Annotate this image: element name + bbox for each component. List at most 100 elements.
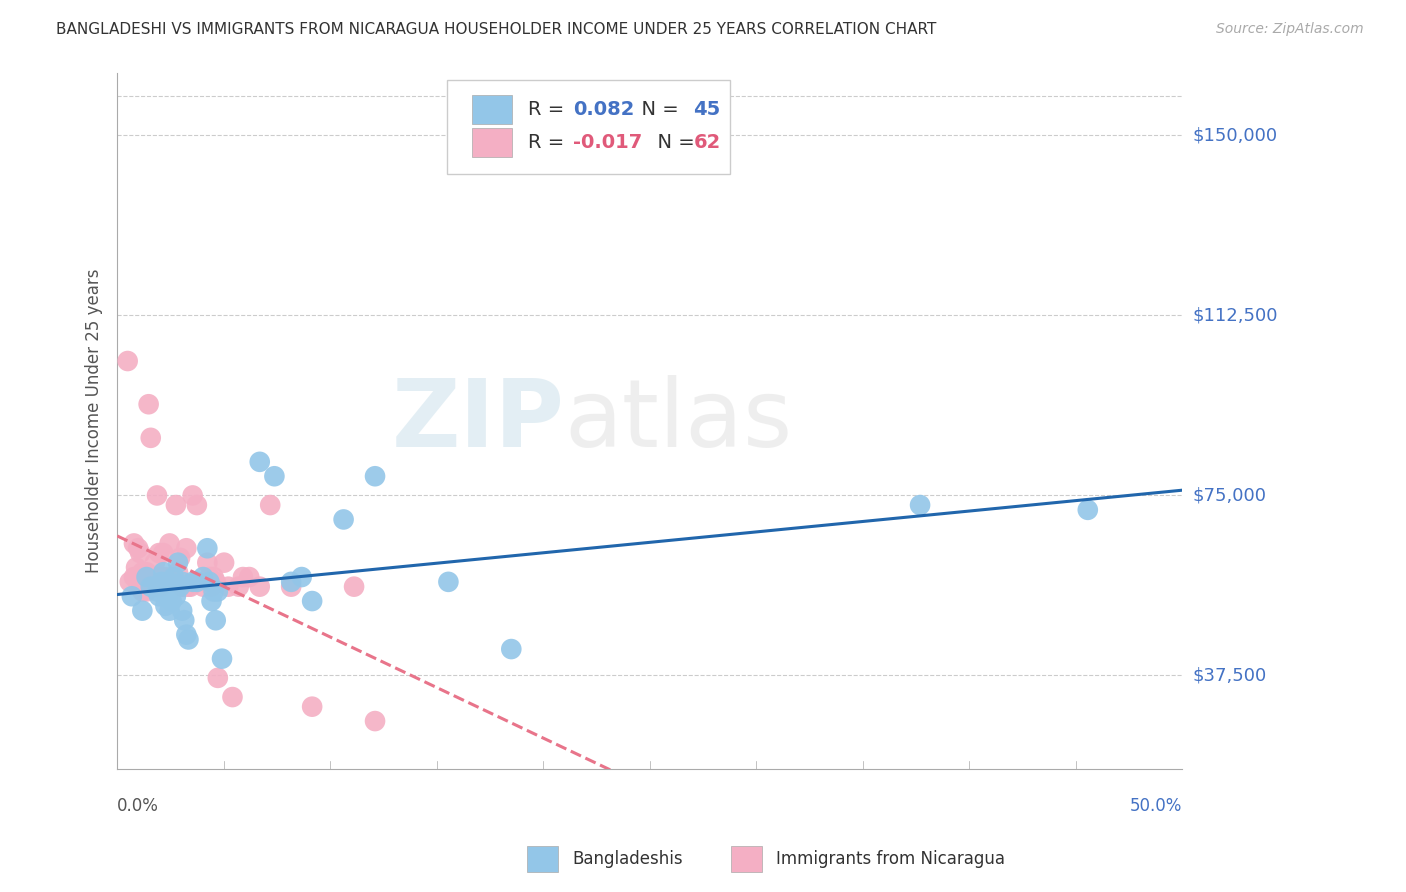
Bar <box>472 128 512 157</box>
Point <box>138 580 160 594</box>
Point <box>138 397 160 411</box>
Point <box>135 570 157 584</box>
Text: R =: R = <box>529 133 571 153</box>
Point <box>165 589 187 603</box>
Point <box>131 584 153 599</box>
Point <box>125 560 148 574</box>
Text: BANGLADESHI VS IMMIGRANTS FROM NICARAGUA HOUSEHOLDER INCOME UNDER 25 YEARS CORRE: BANGLADESHI VS IMMIGRANTS FROM NICARAGUA… <box>56 22 936 37</box>
Point <box>207 671 229 685</box>
Point <box>198 574 221 589</box>
Point <box>167 566 190 580</box>
Y-axis label: Householder Income Under 25 years: Householder Income Under 25 years <box>86 268 103 574</box>
Point <box>159 536 181 550</box>
Point <box>169 580 191 594</box>
Point <box>501 642 523 657</box>
Text: $37,500: $37,500 <box>1192 666 1267 684</box>
Point <box>173 580 195 594</box>
Text: Bangladeshis: Bangladeshis <box>572 850 683 868</box>
Point <box>152 546 174 560</box>
Point <box>134 574 156 589</box>
Point <box>143 580 166 594</box>
Point <box>129 546 152 560</box>
Point <box>156 589 179 603</box>
Point <box>217 580 239 594</box>
Point <box>129 570 152 584</box>
Point <box>200 594 222 608</box>
Point <box>163 570 186 584</box>
Point <box>167 556 190 570</box>
Point <box>172 574 194 589</box>
Point <box>184 574 207 589</box>
Point <box>150 570 173 584</box>
Text: 62: 62 <box>693 133 720 153</box>
Text: $75,000: $75,000 <box>1192 486 1267 505</box>
Point <box>301 699 323 714</box>
Point <box>134 580 156 594</box>
Point <box>280 580 302 594</box>
Point <box>127 541 149 556</box>
Point <box>173 613 195 627</box>
Bar <box>472 95 512 125</box>
Point <box>163 570 186 584</box>
FancyBboxPatch shape <box>447 80 730 174</box>
Point <box>118 574 141 589</box>
Point <box>249 580 271 594</box>
Point <box>159 604 181 618</box>
Point <box>259 498 281 512</box>
Point <box>263 469 285 483</box>
Text: 0.082: 0.082 <box>574 101 634 120</box>
Point <box>181 574 204 589</box>
Point <box>156 580 179 594</box>
Text: -0.017: -0.017 <box>574 133 643 153</box>
Point <box>364 469 387 483</box>
Point <box>202 570 225 584</box>
Point <box>135 566 157 580</box>
Text: ZIP: ZIP <box>392 375 564 467</box>
Point <box>172 604 194 618</box>
Point <box>343 580 366 594</box>
Point <box>186 574 208 589</box>
Text: 45: 45 <box>693 101 720 120</box>
Point <box>159 574 181 589</box>
Text: atlas: atlas <box>564 375 793 467</box>
Point <box>186 498 208 512</box>
Point <box>908 498 931 512</box>
Point <box>364 714 387 728</box>
Point <box>146 488 169 502</box>
Point <box>152 566 174 580</box>
Text: N =: N = <box>630 101 685 120</box>
Point <box>195 556 218 570</box>
Point <box>181 488 204 502</box>
Point <box>437 574 460 589</box>
Point <box>160 594 183 608</box>
Point <box>148 546 170 560</box>
Text: 0.0%: 0.0% <box>117 797 159 815</box>
Point <box>177 580 200 594</box>
Point <box>301 594 323 608</box>
Point <box>165 498 187 512</box>
Point <box>148 589 170 603</box>
Point <box>232 570 254 584</box>
Point <box>200 580 222 594</box>
Point <box>238 570 260 584</box>
Point <box>280 574 302 589</box>
Text: Source: ZipAtlas.com: Source: ZipAtlas.com <box>1216 22 1364 37</box>
Point <box>221 690 243 704</box>
Point <box>143 556 166 570</box>
Text: 50.0%: 50.0% <box>1130 797 1182 815</box>
Point <box>195 541 218 556</box>
Point <box>1077 503 1099 517</box>
Point <box>139 580 162 594</box>
Point <box>176 541 198 556</box>
Point <box>150 580 173 594</box>
Point <box>169 550 191 565</box>
Point <box>155 599 177 613</box>
Text: Immigrants from Nicaragua: Immigrants from Nicaragua <box>776 850 1005 868</box>
Point <box>249 455 271 469</box>
Point <box>198 570 221 584</box>
Point <box>291 570 314 584</box>
Point <box>191 570 214 584</box>
Point <box>202 584 225 599</box>
Point <box>155 584 177 599</box>
Point <box>121 589 143 603</box>
